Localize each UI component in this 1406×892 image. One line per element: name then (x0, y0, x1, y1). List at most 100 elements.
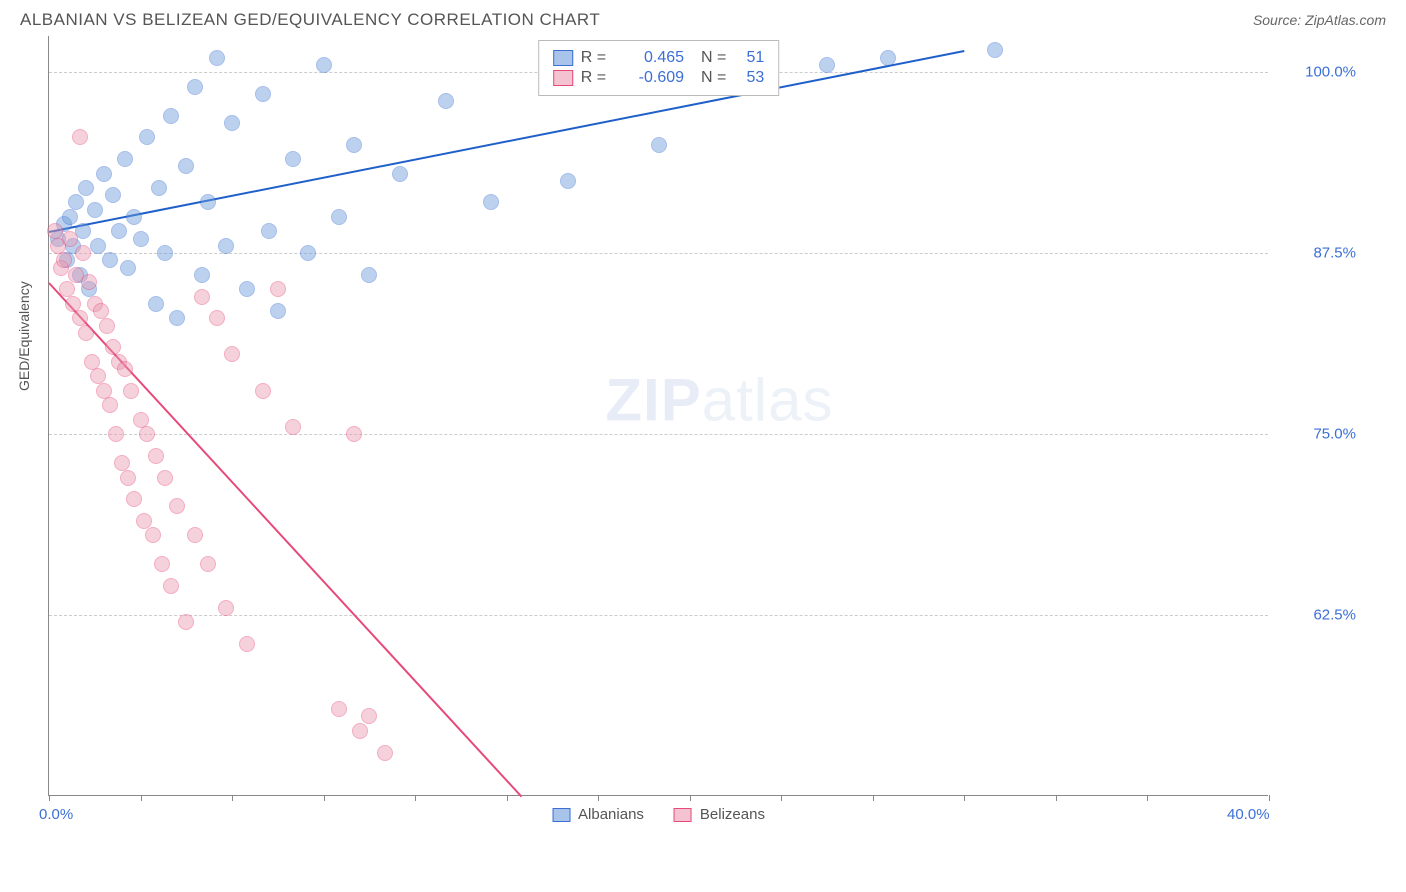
series-legend-item: Belizeans (674, 806, 765, 823)
x-tick (598, 795, 599, 801)
data-point (126, 209, 142, 225)
legend-r-label: R = (581, 69, 606, 87)
data-point (72, 129, 88, 145)
data-point (224, 115, 240, 131)
y-tick-label: 62.5% (1313, 607, 1356, 624)
data-point (209, 310, 225, 326)
chart-source: Source: ZipAtlas.com (1253, 12, 1386, 28)
data-point (75, 245, 91, 261)
data-point (169, 310, 185, 326)
data-point (361, 708, 377, 724)
legend-r-value: 0.465 (614, 49, 684, 67)
data-point (139, 129, 155, 145)
data-point (78, 325, 94, 341)
data-point (99, 318, 115, 334)
legend-swatch (553, 70, 573, 86)
data-point (331, 209, 347, 225)
x-tick (507, 795, 508, 801)
data-point (117, 361, 133, 377)
data-point (178, 158, 194, 174)
data-point (145, 527, 161, 543)
data-point (120, 260, 136, 276)
x-tick (49, 795, 50, 801)
data-point (819, 57, 835, 73)
data-point (270, 303, 286, 319)
legend-swatch (553, 50, 573, 66)
legend-n-label: N = (692, 69, 726, 87)
data-point (108, 426, 124, 442)
data-point (377, 745, 393, 761)
data-point (157, 245, 173, 261)
data-point (352, 723, 368, 739)
trend-line (49, 50, 964, 233)
data-point (261, 223, 277, 239)
data-point (187, 79, 203, 95)
data-point (200, 556, 216, 572)
stats-legend-row: R =0.465 N =51 (553, 49, 765, 67)
data-point (346, 137, 362, 153)
data-point (136, 513, 152, 529)
legend-n-label: N = (692, 49, 726, 67)
x-tick (232, 795, 233, 801)
watermark: ZIPatlas (605, 366, 833, 435)
data-point (105, 187, 121, 203)
data-point (120, 470, 136, 486)
data-point (154, 556, 170, 572)
data-point (90, 238, 106, 254)
data-point (157, 470, 173, 486)
series-legend-label: Albanians (578, 806, 644, 823)
data-point (102, 252, 118, 268)
data-point (47, 223, 63, 239)
data-point (392, 166, 408, 182)
data-point (178, 614, 194, 630)
data-point (81, 274, 97, 290)
gridline-h (49, 253, 1268, 254)
plot-region: ZIPatlas 62.5%75.0%87.5%100.0%0.0%40.0%R… (48, 36, 1268, 796)
x-tick (1056, 795, 1057, 801)
legend-swatch (674, 808, 692, 822)
data-point (126, 491, 142, 507)
data-point (123, 383, 139, 399)
gridline-h (49, 434, 1268, 435)
x-tick-label: 0.0% (39, 806, 73, 823)
chart-title: ALBANIAN VS BELIZEAN GED/EQUIVALENCY COR… (20, 10, 600, 30)
data-point (224, 346, 240, 362)
data-point (56, 252, 72, 268)
series-legend-label: Belizeans (700, 806, 765, 823)
data-point (148, 448, 164, 464)
x-tick (1147, 795, 1148, 801)
data-point (87, 202, 103, 218)
data-point (346, 426, 362, 442)
legend-r-value: -0.609 (614, 69, 684, 87)
data-point (316, 57, 332, 73)
y-tick-label: 87.5% (1313, 245, 1356, 262)
data-point (194, 267, 210, 283)
data-point (560, 173, 576, 189)
data-point (139, 426, 155, 442)
stats-legend: R =0.465 N =51 R = -0.609 N = 53 (538, 40, 780, 96)
data-point (163, 578, 179, 594)
data-point (218, 238, 234, 254)
y-tick-label: 100.0% (1305, 64, 1356, 81)
data-point (117, 151, 133, 167)
x-tick (324, 795, 325, 801)
x-tick (964, 795, 965, 801)
data-point (218, 600, 234, 616)
data-point (169, 498, 185, 514)
x-tick (415, 795, 416, 801)
y-axis-label: GED/Equivalency (16, 281, 32, 391)
data-point (651, 137, 667, 153)
data-point (78, 180, 94, 196)
data-point (102, 397, 118, 413)
data-point (209, 50, 225, 66)
chart-header: ALBANIAN VS BELIZEAN GED/EQUIVALENCY COR… (0, 0, 1406, 36)
stats-legend-row: R = -0.609 N = 53 (553, 69, 765, 87)
x-tick (781, 795, 782, 801)
x-tick (141, 795, 142, 801)
legend-n-value: 53 (734, 69, 764, 87)
data-point (96, 166, 112, 182)
y-tick-label: 75.0% (1313, 426, 1356, 443)
data-point (239, 281, 255, 297)
x-tick (873, 795, 874, 801)
data-point (68, 194, 84, 210)
